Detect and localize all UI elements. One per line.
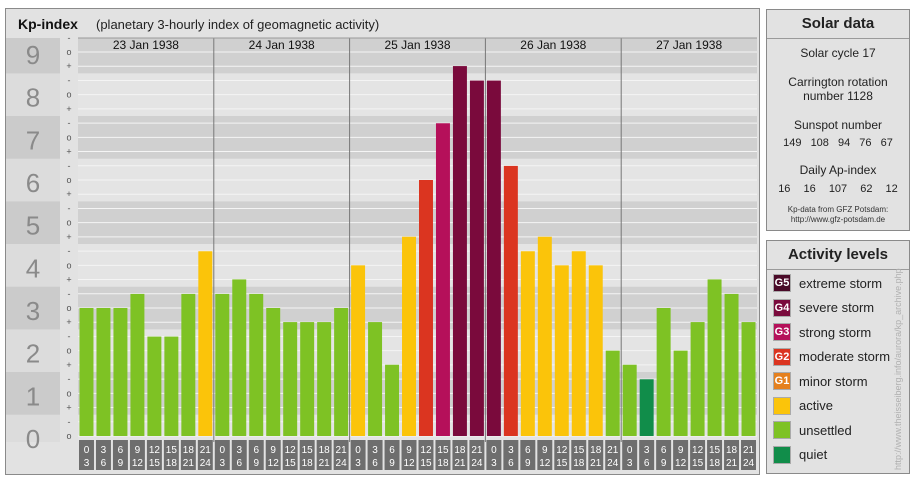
legend-label: minor storm (799, 373, 868, 389)
sunspot-value: 76 (859, 137, 872, 149)
watermark: http://www.theisseiberg.info/aurora/kp_a… (893, 268, 903, 470)
legend-item: G3 strong storm (773, 321, 871, 343)
ap-value: 16 (778, 183, 791, 195)
legend-swatch: G1 (773, 372, 791, 390)
legend-label: moderate storm (799, 349, 891, 364)
legend-title: Activity levels (767, 241, 909, 270)
chart-header: Kp-index (planetary 3-hourly index of ge… (6, 9, 757, 37)
legend-swatch: G4 (773, 298, 791, 317)
legend-item: active (773, 395, 833, 417)
legend-label: active (799, 398, 833, 413)
legend-swatch (773, 396, 791, 415)
sunspot-value: 94 (837, 137, 851, 149)
sunspot-value: 108 (810, 137, 829, 149)
solar-cycle: Solar cycle 17 (800, 46, 876, 60)
legend-swatch: G2 (773, 347, 791, 366)
legend-item: G4 severe storm (773, 297, 874, 319)
ap-value: 62 (860, 183, 873, 195)
legend-label: extreme storm (799, 275, 883, 291)
legend-item: G1 minor storm (773, 370, 868, 392)
chart-title: Kp-index (18, 16, 78, 32)
activity-levels-legend: Activity levels G5 extreme storm G4 severe … (766, 240, 910, 474)
legend-label: unsettled (799, 422, 852, 438)
sunspot-values: 149 108 94 76 67 (767, 137, 909, 149)
solar-data-panel: Solar data Solar cycle 17 Carrington rot… (766, 9, 910, 231)
legend-item: G2 moderate storm (773, 346, 890, 368)
kp-chart-panel (5, 8, 760, 475)
legend-label: quiet (799, 447, 828, 462)
sunspot-value: 149 (783, 137, 802, 149)
sunspot-value: 67 (880, 137, 893, 149)
carrington-rotation: Carrington rotation number 1128 (788, 75, 888, 103)
ap-value: 107 (828, 183, 848, 195)
legend-item: G5 extreme storm (773, 272, 882, 294)
legend-label: strong storm (799, 324, 872, 340)
data-source-line: Kp-data from GFZ Potsdam: (787, 205, 889, 214)
legend-swatch (773, 421, 791, 439)
legend-label: severe storm (799, 300, 875, 315)
legend-swatch: G5 (773, 274, 791, 292)
legend-item: quiet (773, 444, 827, 466)
legend-swatch (773, 445, 791, 464)
legend-item: unsettled (773, 419, 852, 441)
data-source-url[interactable]: http://www.gfz-potsdam.de (790, 215, 886, 224)
ap-index-values: 16 16 107 62 12 (767, 183, 909, 195)
ap-value: 12 (885, 183, 898, 195)
data-source-note: Kp-data from GFZ Potsdam: http://www.gfz… (767, 205, 909, 225)
solar-data-title: Solar data (767, 10, 909, 39)
chart-subtitle: (planetary 3-hourly index of geomagnetic… (96, 17, 380, 32)
legend-swatch: G3 (773, 323, 791, 341)
sunspot-label: Sunspot number (793, 118, 883, 132)
ap-value: 16 (803, 183, 816, 195)
ap-index-label: Daily Ap-index (799, 163, 877, 177)
